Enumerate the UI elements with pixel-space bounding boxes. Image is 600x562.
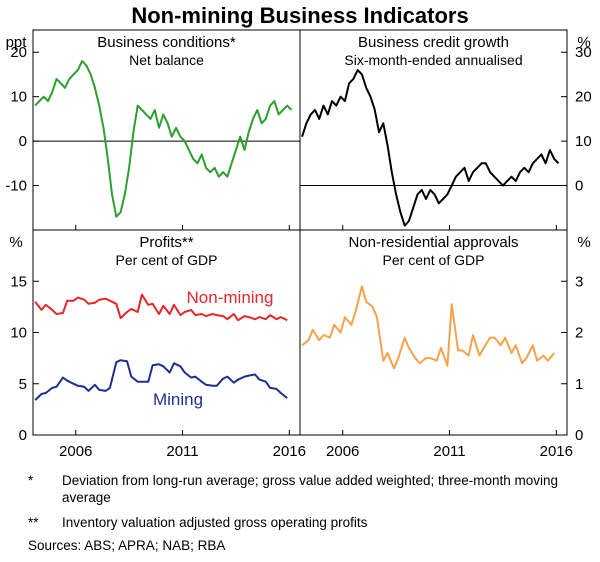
footnotes: * Deviation from long-run average; gross… bbox=[28, 472, 588, 554]
profits-ytick-label: 15 bbox=[10, 273, 27, 290]
footnote-mark: * bbox=[28, 473, 34, 488]
business-conditions-ytick-label: 10 bbox=[10, 89, 27, 106]
non-residential-approvals-xtick-label: 2016 bbox=[540, 443, 573, 460]
non-residential-approvals-xtick-label: 2011 bbox=[433, 443, 465, 460]
business-conditions-subtitle: Net balance bbox=[129, 52, 204, 68]
business-credit-growth-series-line bbox=[301, 69, 560, 227]
non-residential-approvals-ytick-label: 1 bbox=[575, 376, 583, 393]
profits-subtitle: Per cent of GDP bbox=[116, 252, 218, 268]
profits-xtick-label: 2016 bbox=[273, 443, 306, 460]
profits-series-line bbox=[34, 293, 288, 322]
profits-ytick-label: 10 bbox=[10, 325, 27, 342]
footnote-2: ** Inventory valuation adjusted gross op… bbox=[28, 514, 588, 531]
business-credit-growth-ytick-label: 20 bbox=[575, 89, 592, 106]
non-residential-approvals-title: Non-residential approvals bbox=[348, 234, 518, 251]
business-credit-growth-ytick-label: 10 bbox=[575, 133, 592, 150]
non-residential-approvals-subtitle: Per cent of GDP bbox=[383, 252, 485, 268]
sources: Sources: ABS; APRA; NAB; RBA bbox=[28, 538, 226, 553]
profits-ytick-label: 5 bbox=[19, 376, 27, 393]
profits-title: Profits** bbox=[139, 234, 193, 251]
footnote-mark: ** bbox=[28, 515, 39, 530]
non-residential-approvals-xtick-label: 2006 bbox=[326, 443, 359, 460]
profits-annotation: Mining bbox=[153, 390, 203, 409]
profits-xtick-label: 2011 bbox=[166, 443, 198, 460]
non-residential-approvals-ytick-label: 3 bbox=[575, 273, 583, 290]
profits-unit-label: % bbox=[9, 234, 22, 251]
business-conditions-series-line bbox=[34, 60, 293, 218]
footnote-text: Inventory valuation adjusted gross opera… bbox=[62, 515, 368, 530]
footnote-1: * Deviation from long-run average; gross… bbox=[28, 472, 588, 506]
business-conditions-ytick-label: 0 bbox=[19, 133, 27, 150]
non-residential-approvals-unit-label: % bbox=[577, 234, 590, 251]
business-credit-growth-ytick-label: 30 bbox=[575, 44, 592, 61]
business-conditions-ytick-label: -10 bbox=[5, 178, 27, 195]
business-conditions-title: Business conditions* bbox=[97, 34, 236, 51]
profits-xtick-label: 2006 bbox=[59, 443, 92, 460]
figure-title: Non-mining Business Indicators bbox=[131, 3, 468, 28]
business-credit-growth-unit-label: % bbox=[577, 34, 590, 51]
business-credit-growth-subtitle: Six-month-ended annualised bbox=[344, 52, 522, 68]
profits-annotation: Non-mining bbox=[187, 288, 274, 307]
profits-ytick-label: 0 bbox=[19, 427, 27, 444]
business-conditions-unit-label: ppt bbox=[6, 34, 28, 51]
footnote-text: Deviation from long-run average; gross v… bbox=[62, 473, 559, 505]
business-credit-growth-ytick-label: 0 bbox=[575, 178, 583, 195]
non-residential-approvals-ytick-label: 0 bbox=[575, 427, 583, 444]
profits-series-line bbox=[34, 359, 288, 401]
non-residential-approvals-ytick-label: 2 bbox=[575, 325, 583, 342]
business-conditions-ytick-label: 20 bbox=[10, 44, 27, 61]
business-credit-growth-title: Business credit growth bbox=[358, 34, 509, 51]
non-residential-approvals-series-line bbox=[301, 285, 555, 370]
